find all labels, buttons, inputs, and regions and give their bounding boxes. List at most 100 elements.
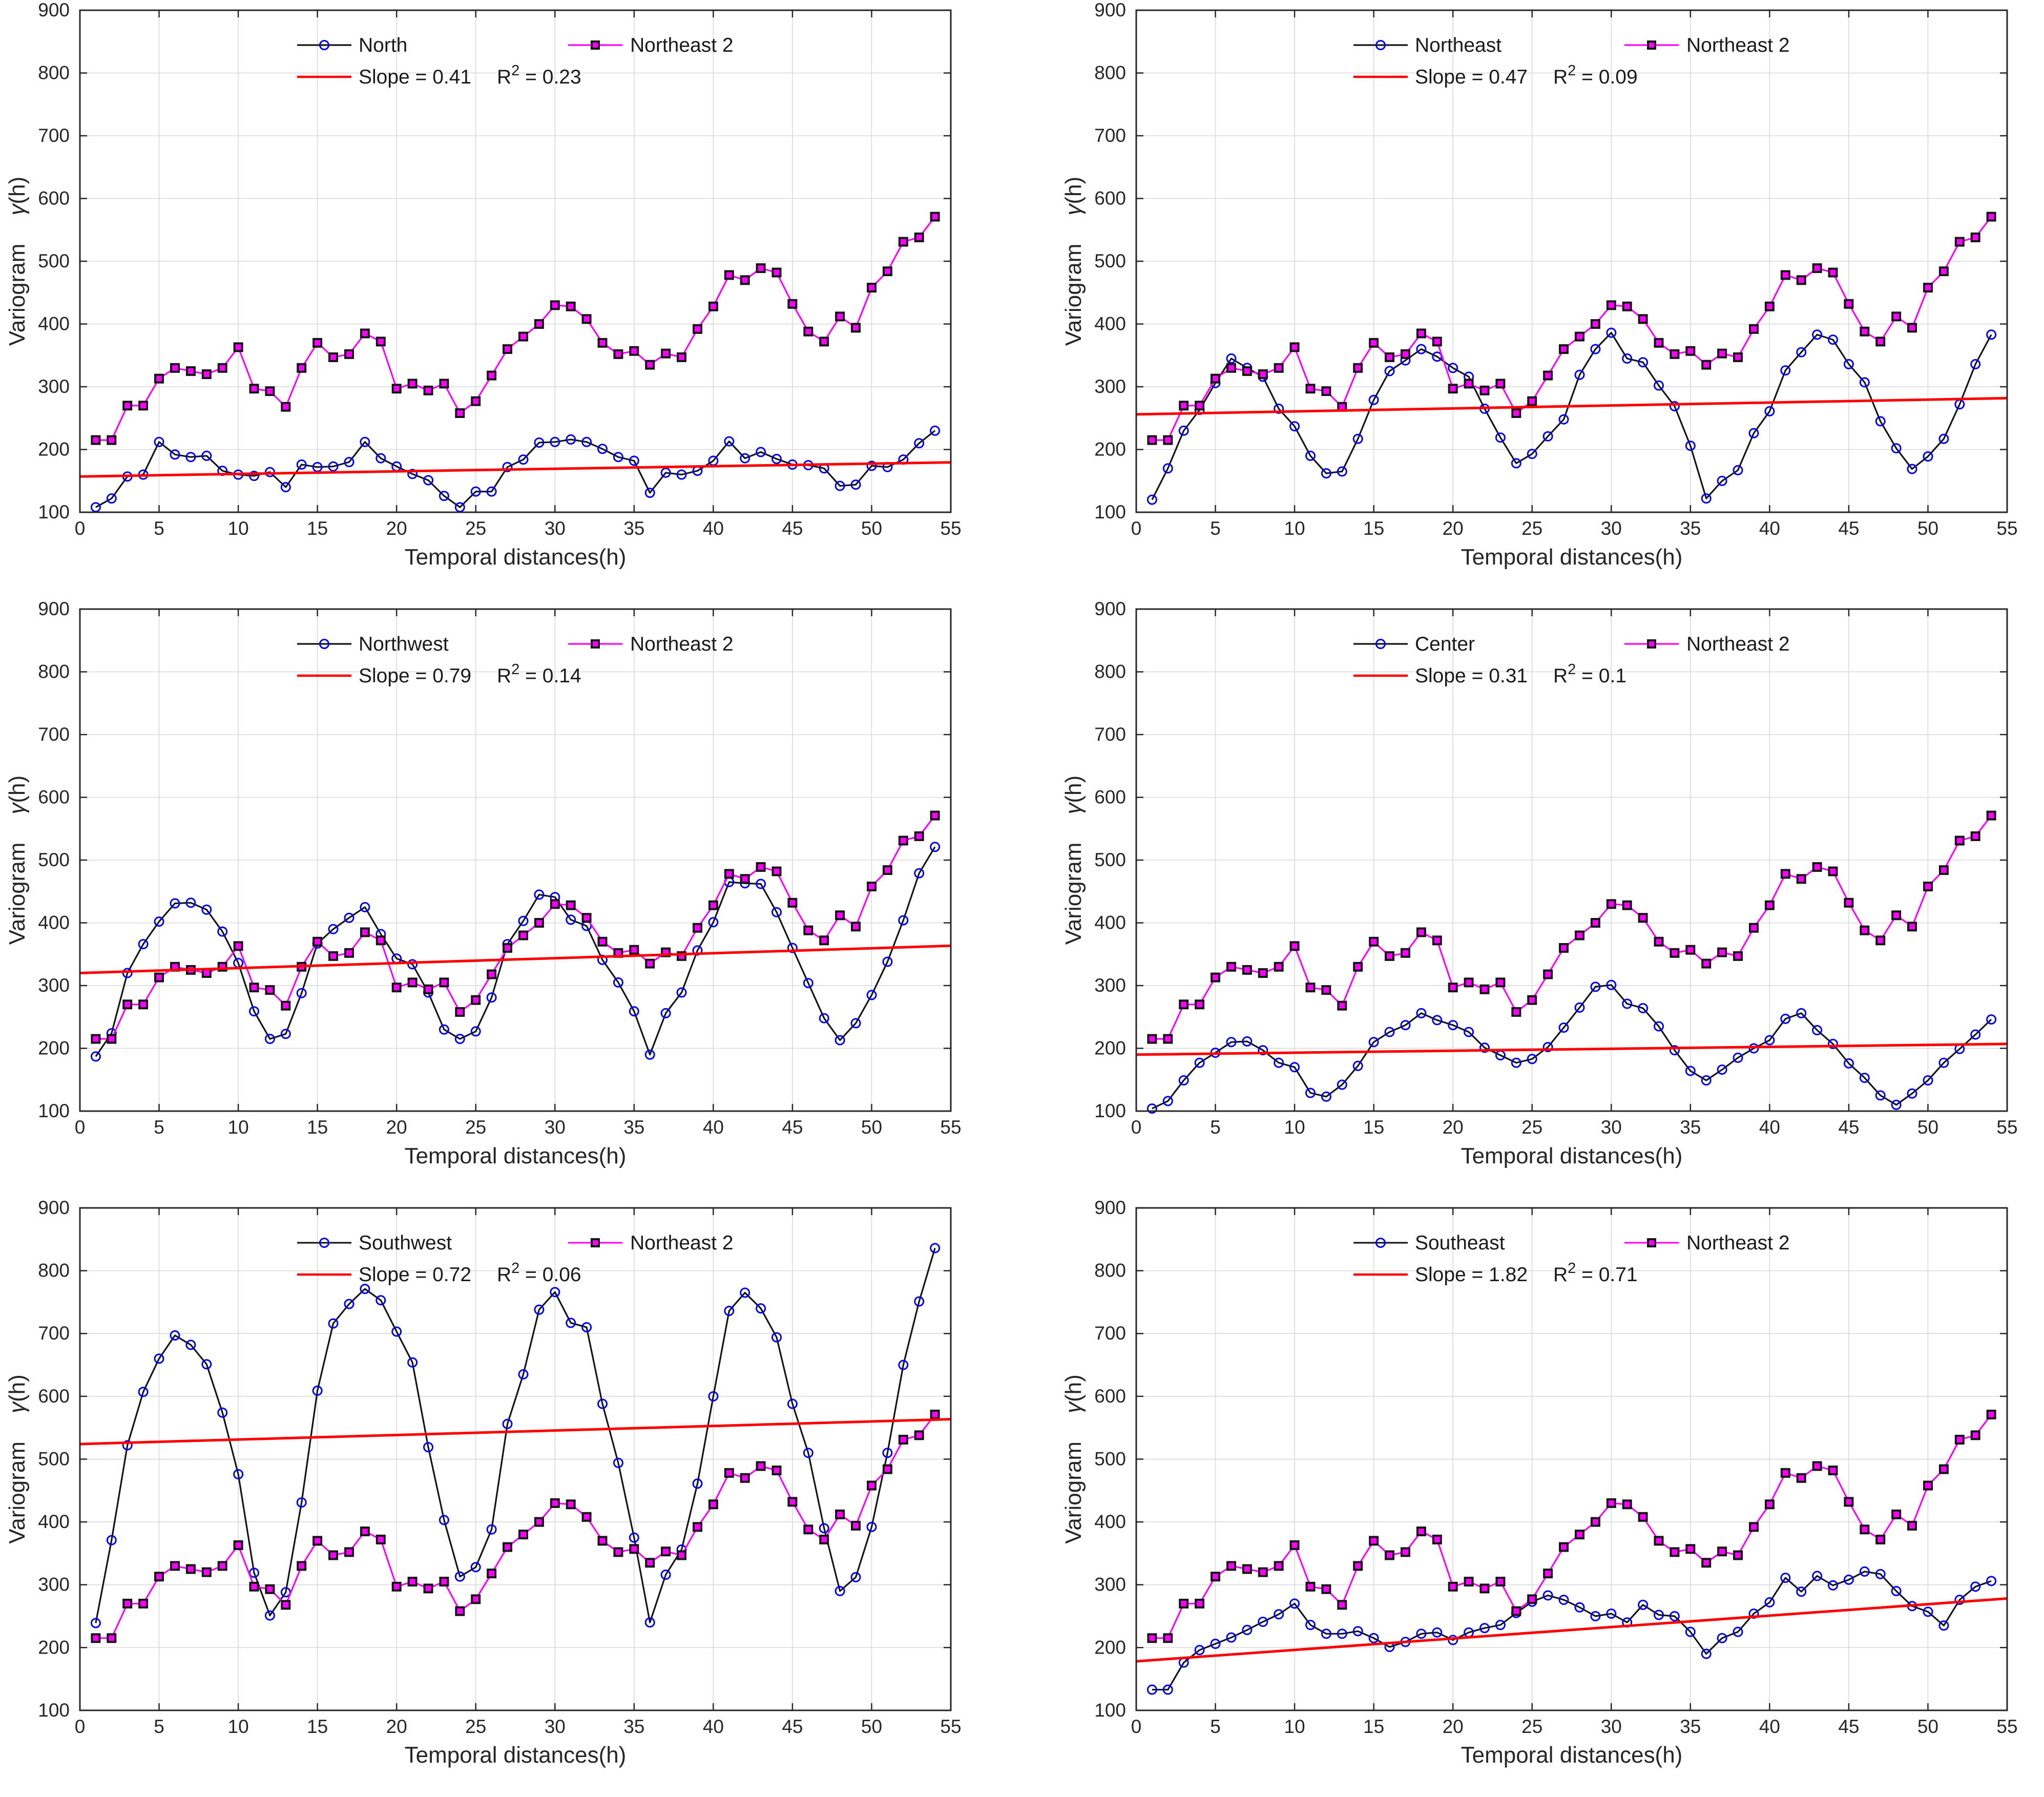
circle-marker: [1226, 1037, 1237, 1048]
y-tick-label: 500: [1094, 1448, 1126, 1469]
square-marker: [391, 384, 402, 394]
square-marker: [898, 1434, 908, 1445]
circle-marker: [296, 1497, 307, 1508]
circle-marker: [296, 988, 307, 998]
square-marker: [1907, 922, 1917, 932]
square-marker: [1875, 935, 1886, 946]
square-marker: [1195, 1598, 1205, 1608]
square-marker: [312, 1536, 323, 1546]
legend-region-label: Northwest: [359, 633, 449, 655]
square-marker: [1812, 1461, 1822, 1471]
circle-marker: [1638, 1599, 1649, 1610]
circle-marker: [1352, 1060, 1363, 1071]
square-marker: [1717, 348, 1727, 359]
x-tick-label: 50: [861, 518, 882, 539]
circle-marker: [724, 436, 735, 447]
circle-marker: [914, 1296, 925, 1307]
square-marker: [1875, 337, 1886, 347]
circle-marker: [644, 1049, 655, 1060]
circle-marker: [1495, 432, 1506, 443]
y-tick-label: 300: [38, 376, 70, 397]
x-tick-label: 10: [1284, 1117, 1305, 1138]
square-marker: [1685, 1544, 1696, 1554]
trend-line: [79, 944, 951, 974]
circle-marker: [1384, 366, 1395, 377]
square-marker: [1749, 324, 1759, 334]
square-marker: [708, 1499, 718, 1510]
y-tick-label: 200: [1094, 1637, 1126, 1658]
circle-marker: [756, 1303, 766, 1314]
y-tick-label: 200: [1094, 439, 1126, 460]
y-tick-label: 100: [38, 502, 70, 523]
circle-marker: [581, 1322, 592, 1333]
legend-slope-label: Slope = 0.72: [359, 1264, 471, 1286]
y-axis-label-units: (h): [1061, 177, 1086, 204]
circle-marker: [1384, 1027, 1395, 1037]
circle-marker: [296, 459, 307, 470]
circle-marker: [1274, 1609, 1284, 1620]
circle-marker: [1733, 465, 1743, 475]
square-marker: [1511, 1606, 1521, 1616]
circle-marker: [1796, 347, 1807, 358]
square-marker: [771, 866, 782, 876]
circle-marker: [518, 454, 529, 465]
square-marker: [1733, 951, 1743, 961]
series-northwest: [90, 842, 941, 1062]
y-tick-label: 100: [1094, 1700, 1126, 1721]
square-marker: [455, 408, 465, 418]
square-marker: [1559, 943, 1569, 953]
x-tick-label: 55: [1996, 1117, 2017, 1138]
circle-marker: [1542, 1042, 1553, 1053]
y-tick-label: 500: [38, 1448, 70, 1469]
square-marker: [914, 1430, 924, 1440]
circle-marker: [1654, 1021, 1664, 1032]
x-tick-label: 20: [1443, 1716, 1464, 1737]
y-tick-label: 800: [1094, 62, 1126, 83]
square-marker: [1464, 1577, 1474, 1587]
circle-marker: [439, 1024, 449, 1035]
circle-marker: [1938, 1620, 1949, 1631]
legend-slope-label: Slope = 0.47: [1415, 66, 1528, 88]
square-marker: [91, 435, 101, 445]
square-marker: [1559, 1542, 1569, 1552]
square-marker: [1416, 328, 1426, 339]
square-marker: [1258, 968, 1268, 978]
y-axis-label-units: (h): [5, 776, 30, 803]
trend-line: [1136, 396, 2008, 416]
square-marker: [344, 1547, 354, 1557]
circle-marker: [376, 1295, 386, 1306]
circle-marker: [1495, 1620, 1506, 1631]
circle-marker: [1701, 493, 1712, 504]
x-tick-label: 55: [940, 1117, 961, 1138]
y-tick-label: 500: [1094, 849, 1126, 870]
square-marker: [503, 344, 512, 354]
square-marker: [107, 1034, 117, 1044]
square-marker: [1622, 301, 1632, 311]
square-marker: [550, 899, 560, 909]
circle-marker: [1828, 1038, 1838, 1049]
circle-marker: [660, 1570, 671, 1580]
gridlines: [1136, 609, 2007, 1111]
square-marker: [1543, 370, 1553, 381]
square-marker: [297, 363, 307, 373]
circle-marker: [407, 469, 418, 479]
square-marker: [1796, 1473, 1806, 1483]
circle-marker: [106, 493, 117, 504]
square-marker: [1289, 1540, 1300, 1550]
trend-line: [79, 1417, 951, 1446]
circle-marker: [360, 436, 370, 447]
y-tick-label: 600: [1094, 1386, 1126, 1407]
square-marker: [1764, 301, 1775, 311]
square-marker: [534, 918, 544, 928]
square-marker: [1938, 266, 1949, 277]
square-marker: [1321, 1584, 1331, 1594]
circle-marker: [803, 978, 814, 989]
y-tick-label: 500: [1094, 250, 1126, 271]
x-tick-label: 40: [1759, 518, 1780, 539]
circle-marker: [486, 1524, 497, 1535]
y-tick-label: 400: [38, 314, 70, 335]
square-marker: [1274, 962, 1284, 972]
square-marker: [1179, 401, 1189, 411]
circle-marker: [1685, 1626, 1696, 1637]
circle-marker: [1416, 344, 1427, 354]
